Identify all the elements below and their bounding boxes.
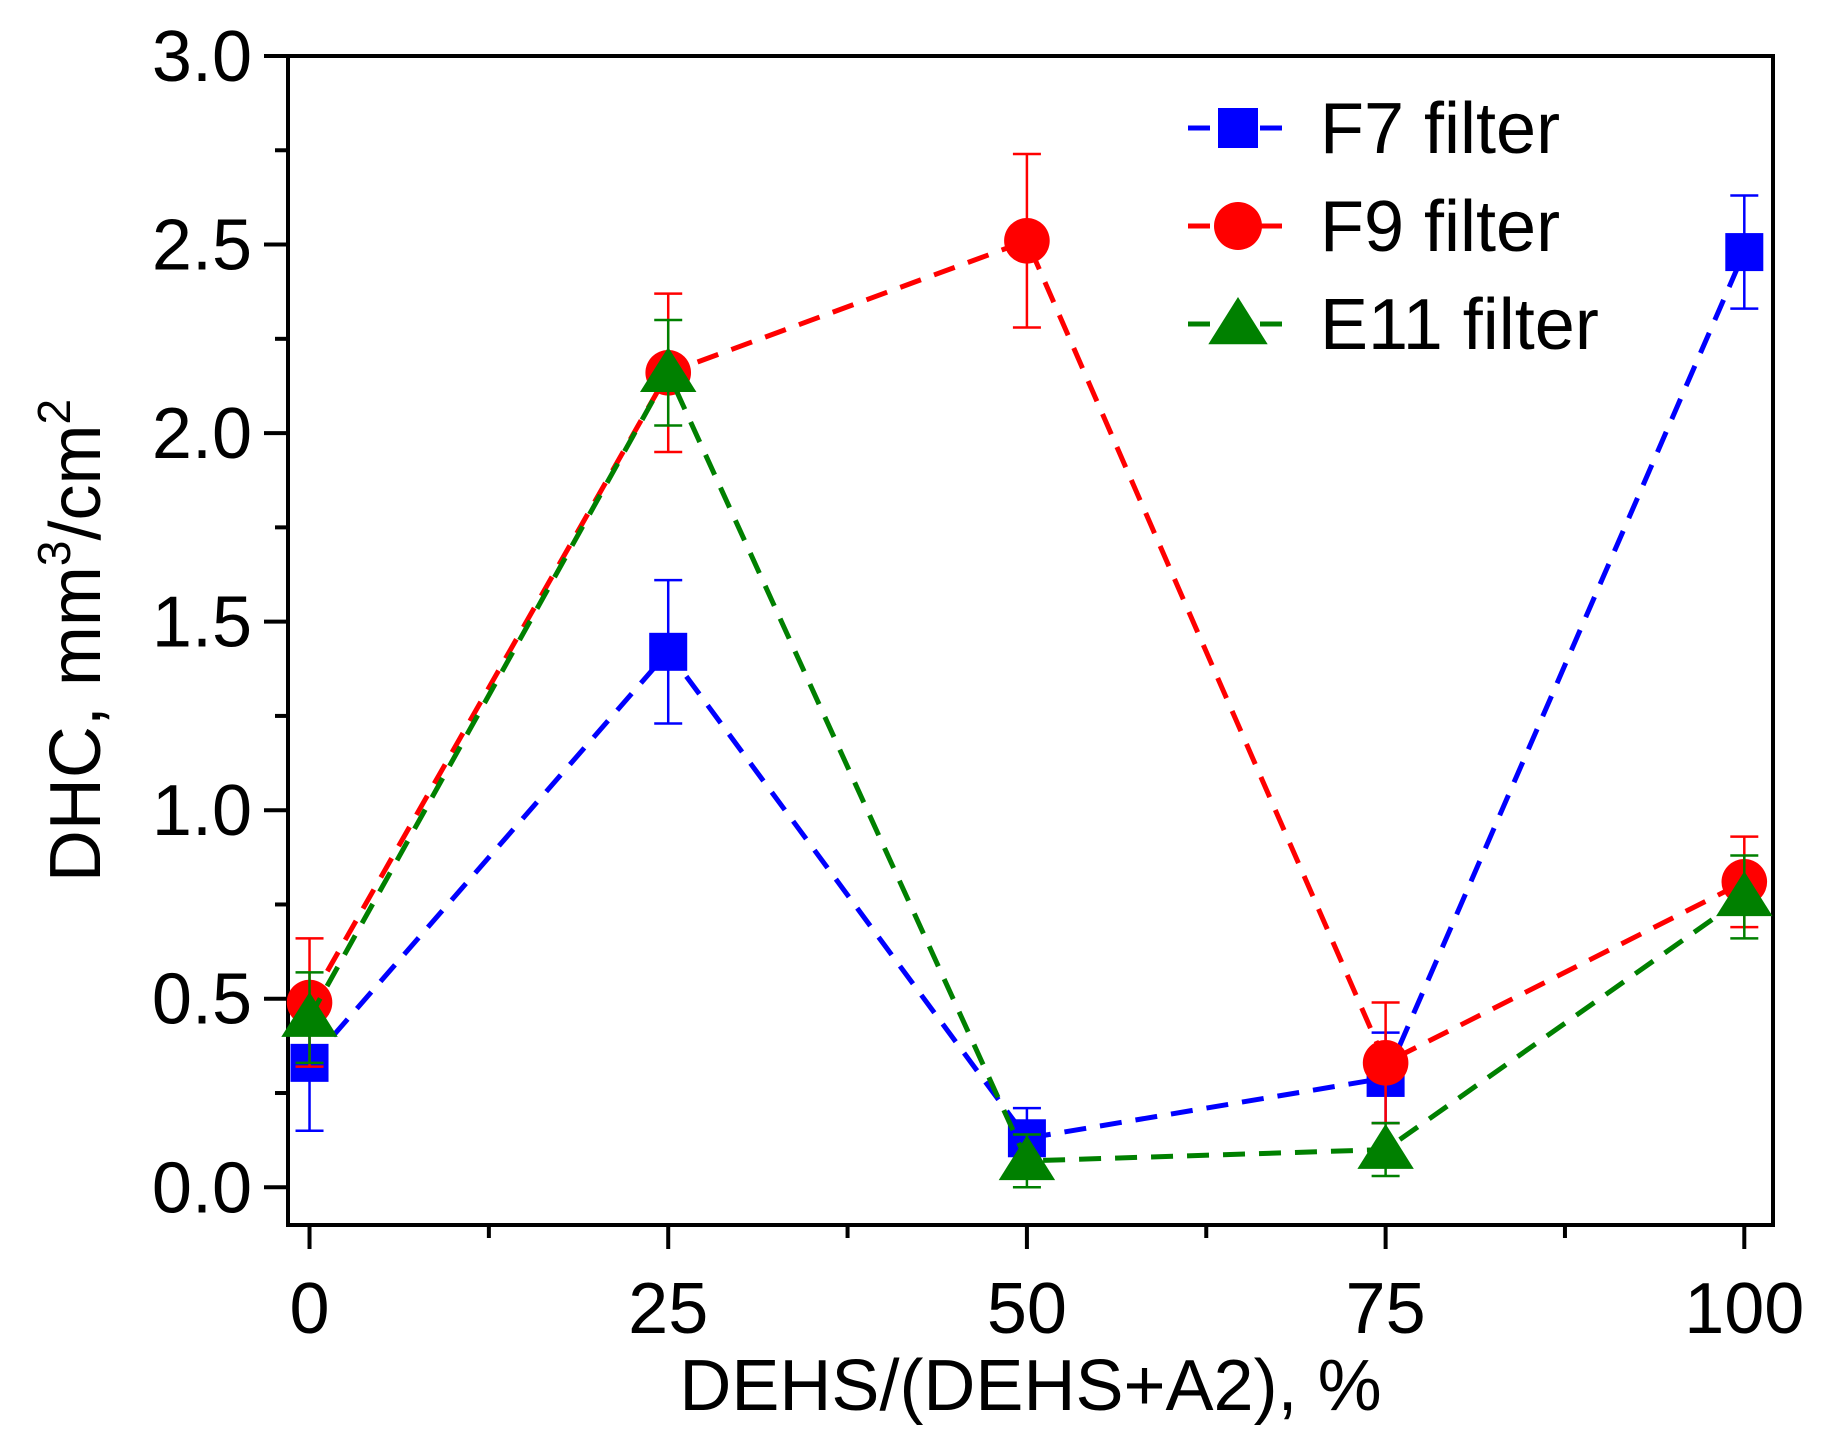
legend-label-2: E11 filter bbox=[1320, 285, 1599, 365]
data-point-2-2 bbox=[998, 1135, 1056, 1181]
legend: F7 filter F9 filter E11 filter bbox=[1188, 89, 1599, 365]
series-layer bbox=[281, 152, 1773, 1189]
x-tick-label-0: 0 bbox=[289, 1269, 329, 1349]
y-axis-title: DHC, mm3/cm2 bbox=[28, 399, 116, 882]
data-point-0-1 bbox=[649, 632, 688, 671]
data-point-0-4 bbox=[1725, 233, 1764, 272]
x-axis-title: DEHS/(DEHS+A2), % bbox=[679, 1346, 1381, 1426]
data-point-2-0 bbox=[281, 991, 338, 1037]
y-tick-label-6: 3.0 bbox=[152, 17, 252, 97]
plot-area-frame bbox=[286, 54, 1775, 1227]
data-point-2-4 bbox=[1716, 871, 1773, 917]
y-tick-label-4: 2.0 bbox=[152, 394, 252, 474]
x-tick-label-1: 25 bbox=[628, 1269, 708, 1349]
x-tick-label-4: 100 bbox=[1684, 1269, 1804, 1349]
series-line-0 bbox=[307, 251, 1747, 1141]
y-tick-label-5: 2.5 bbox=[152, 206, 252, 286]
series-line-1 bbox=[307, 237, 1746, 1067]
data-point-1-2 bbox=[1004, 217, 1050, 264]
legend-marker-2 bbox=[1208, 297, 1268, 345]
data-point-1-3 bbox=[1362, 1040, 1409, 1086]
y-axis-title-sup1: 3 bbox=[28, 541, 80, 567]
data-point-2-1 bbox=[640, 347, 697, 392]
y-axis-ticks: 0.0 0.5 1.0 1.5 2.0 2.5 3.0 bbox=[152, 17, 288, 1228]
series-line-2 bbox=[307, 367, 1746, 1164]
legend-marker-1 bbox=[1214, 202, 1262, 250]
legend-label-0: F7 filter bbox=[1320, 89, 1560, 169]
y-tick-label-1: 0.5 bbox=[152, 960, 252, 1040]
x-axis-ticks: 0 25 50 75 100 bbox=[289, 1225, 1804, 1349]
y-axis-title-mid: /cm bbox=[36, 425, 116, 541]
data-point-2-3 bbox=[1357, 1123, 1414, 1169]
x-tick-label-2: 50 bbox=[987, 1269, 1067, 1349]
minor-ticks bbox=[275, 148, 1567, 1238]
y-axis-title-prefix: DHC, mm bbox=[36, 566, 116, 882]
legend-label-1: F9 filter bbox=[1320, 187, 1560, 267]
y-tick-label-2: 1.0 bbox=[152, 771, 252, 851]
y-tick-label-0: 0.0 bbox=[152, 1148, 252, 1228]
x-tick-label-3: 75 bbox=[1346, 1269, 1426, 1349]
legend-marker-0 bbox=[1218, 108, 1258, 148]
y-axis-title-sup2: 2 bbox=[28, 399, 80, 425]
series-e11-filter bbox=[281, 318, 1773, 1189]
y-tick-label-3: 1.5 bbox=[152, 583, 252, 663]
